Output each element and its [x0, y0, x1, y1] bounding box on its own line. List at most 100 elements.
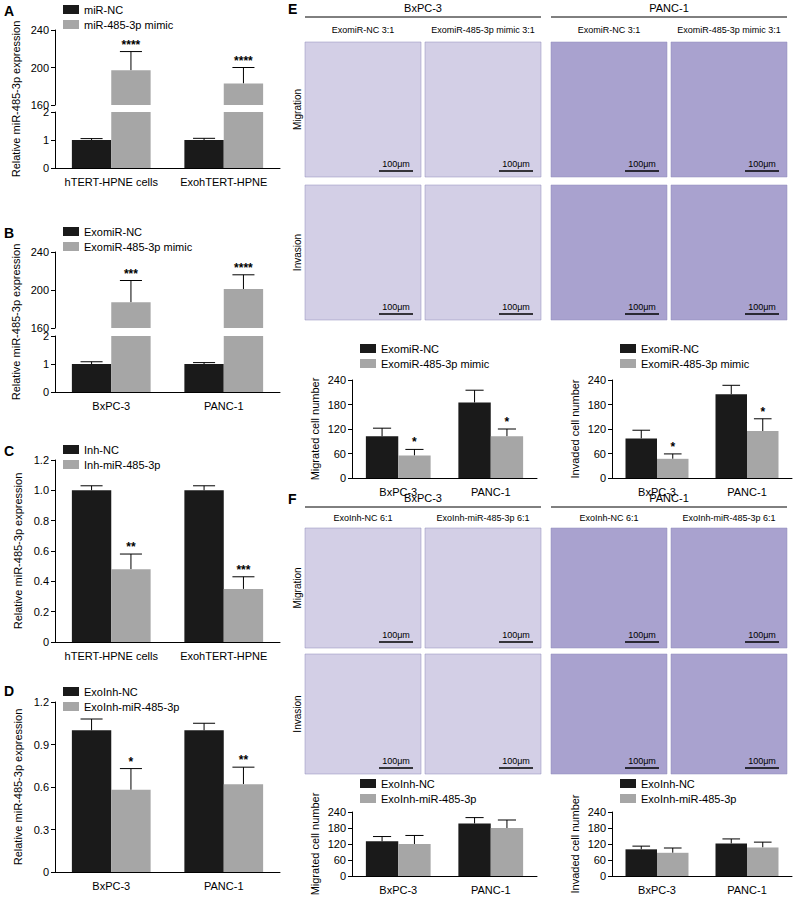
svg-text:C: C [4, 443, 14, 459]
svg-text:ExomiR-NC: ExomiR-NC [84, 226, 142, 238]
svg-text:Invasion: Invasion [292, 695, 303, 732]
svg-text:100μm: 100μm [748, 159, 776, 169]
svg-text:***: *** [236, 563, 250, 577]
svg-text:60: 60 [594, 448, 606, 460]
svg-text:miR-NC: miR-NC [84, 4, 123, 16]
svg-text:Invasion: Invasion [292, 234, 303, 271]
svg-text:1: 1 [43, 358, 49, 370]
svg-text:1.0: 1.0 [34, 484, 49, 496]
svg-text:240: 240 [588, 806, 606, 818]
svg-text:100μm: 100μm [628, 630, 656, 640]
svg-text:0.6: 0.6 [34, 781, 49, 793]
svg-text:**: ** [126, 540, 136, 554]
svg-text:240: 240 [31, 24, 49, 36]
svg-text:100μm: 100μm [502, 630, 530, 640]
svg-text:ExoInh-miR-485-3p: ExoInh-miR-485-3p [641, 793, 736, 805]
svg-text:Migrated cell number: Migrated cell number [309, 792, 321, 895]
svg-text:PANC-1: PANC-1 [204, 400, 244, 412]
svg-text:60: 60 [334, 448, 346, 460]
svg-text:100μm: 100μm [628, 302, 656, 312]
svg-text:F: F [288, 491, 297, 507]
svg-text:100μm: 100μm [628, 159, 656, 169]
svg-text:120: 120 [328, 838, 346, 850]
svg-text:A: A [4, 3, 14, 19]
svg-text:BxPC-3: BxPC-3 [638, 884, 676, 896]
svg-text:180: 180 [328, 399, 346, 411]
svg-text:100μm: 100μm [748, 302, 776, 312]
svg-text:E: E [288, 1, 297, 17]
svg-text:ExoInh-NC: ExoInh-NC [641, 778, 695, 790]
svg-text:B: B [4, 225, 14, 241]
svg-text:0: 0 [340, 870, 346, 882]
svg-text:Migration: Migration [292, 89, 303, 130]
svg-text:ExomiR-485-3p mimic: ExomiR-485-3p mimic [641, 358, 750, 370]
svg-text:0: 0 [43, 386, 49, 398]
svg-text:0: 0 [43, 162, 49, 174]
svg-text:0: 0 [43, 636, 49, 648]
svg-text:100μm: 100μm [628, 756, 656, 766]
svg-text:100μm: 100μm [502, 159, 530, 169]
svg-text:240: 240 [328, 374, 346, 386]
svg-text:240: 240 [31, 246, 49, 258]
svg-text:ExoInh-miR-485-3p 6:1: ExoInh-miR-485-3p 6:1 [436, 513, 529, 523]
svg-text:0.3: 0.3 [34, 824, 49, 836]
svg-text:0: 0 [43, 866, 49, 878]
svg-text:Inh-NC: Inh-NC [84, 444, 119, 456]
svg-text:ExoInh-miR-485-3p 6:1: ExoInh-miR-485-3p 6:1 [682, 513, 775, 523]
svg-text:ExoInh-NC: ExoInh-NC [84, 686, 138, 698]
svg-text:240: 240 [328, 806, 346, 818]
svg-text:180: 180 [328, 822, 346, 834]
svg-text:*: * [412, 435, 417, 449]
svg-text:PANC-1: PANC-1 [204, 880, 244, 892]
svg-text:BxPC-3: BxPC-3 [92, 880, 130, 892]
svg-text:Relative miR-485-3p expression: Relative miR-485-3p expression [10, 244, 22, 401]
svg-text:ExoInh-NC 6:1: ExoInh-NC 6:1 [579, 513, 638, 523]
svg-text:Invaded cell number: Invaded cell number [569, 379, 581, 478]
svg-text:BxPC-3: BxPC-3 [638, 486, 676, 498]
svg-text:PANC-1: PANC-1 [471, 884, 511, 896]
svg-text:ExomiR-NC 3:1: ExomiR-NC 3:1 [332, 25, 395, 35]
svg-text:miR-485-3p mimic: miR-485-3p mimic [84, 19, 174, 31]
svg-text:120: 120 [328, 423, 346, 435]
svg-text:100μm: 100μm [382, 630, 410, 640]
svg-text:2: 2 [43, 330, 49, 342]
svg-text:200: 200 [31, 62, 49, 74]
svg-text:180: 180 [588, 399, 606, 411]
svg-text:0.2: 0.2 [34, 606, 49, 618]
svg-text:ExomiR-485-3p mimic: ExomiR-485-3p mimic [381, 358, 490, 370]
svg-text:****: **** [122, 38, 141, 52]
svg-text:ExomiR-485-3p mimic: ExomiR-485-3p mimic [84, 241, 193, 253]
svg-text:****: **** [234, 261, 253, 275]
svg-text:60: 60 [594, 854, 606, 866]
svg-text:100μm: 100μm [748, 756, 776, 766]
svg-text:Invaded cell number: Invaded cell number [569, 794, 581, 893]
svg-text:240: 240 [588, 374, 606, 386]
svg-text:100μm: 100μm [748, 630, 776, 640]
svg-text:*: * [760, 405, 765, 419]
svg-text:0.9: 0.9 [34, 739, 49, 751]
svg-text:0.8: 0.8 [34, 515, 49, 527]
svg-text:Relative miR-485-3p expression: Relative miR-485-3p expression [12, 473, 24, 630]
svg-text:ExomiR-NC: ExomiR-NC [641, 343, 699, 355]
svg-text:1: 1 [43, 134, 49, 146]
svg-text:*: * [505, 415, 510, 429]
svg-text:ExomiR-485-3p mimic 3:1: ExomiR-485-3p mimic 3:1 [431, 25, 535, 35]
svg-text:ExohTERT-HPNE: ExohTERT-HPNE [180, 650, 267, 662]
svg-text:PANC-1: PANC-1 [649, 2, 689, 14]
svg-text:ExoInh-NC: ExoInh-NC [381, 778, 435, 790]
svg-text:180: 180 [588, 822, 606, 834]
svg-text:Relative miR-485-3p expression: Relative miR-485-3p expression [12, 709, 24, 866]
svg-text:BxPC-3: BxPC-3 [404, 2, 442, 14]
svg-text:BxPC-3: BxPC-3 [379, 884, 417, 896]
svg-text:BxPC-3: BxPC-3 [379, 486, 417, 498]
svg-text:PANC-1: PANC-1 [727, 884, 767, 896]
svg-text:ExohTERT-HPNE: ExohTERT-HPNE [180, 176, 267, 188]
svg-text:BxPC-3: BxPC-3 [92, 400, 130, 412]
svg-text:PANC-1: PANC-1 [471, 486, 511, 498]
svg-text:0: 0 [340, 472, 346, 484]
svg-text:ExoInh-miR-485-3p: ExoInh-miR-485-3p [84, 701, 179, 713]
svg-text:ExomiR-NC: ExomiR-NC [381, 343, 439, 355]
svg-text:120: 120 [588, 423, 606, 435]
svg-text:100μm: 100μm [382, 756, 410, 766]
svg-text:120: 120 [588, 838, 606, 850]
